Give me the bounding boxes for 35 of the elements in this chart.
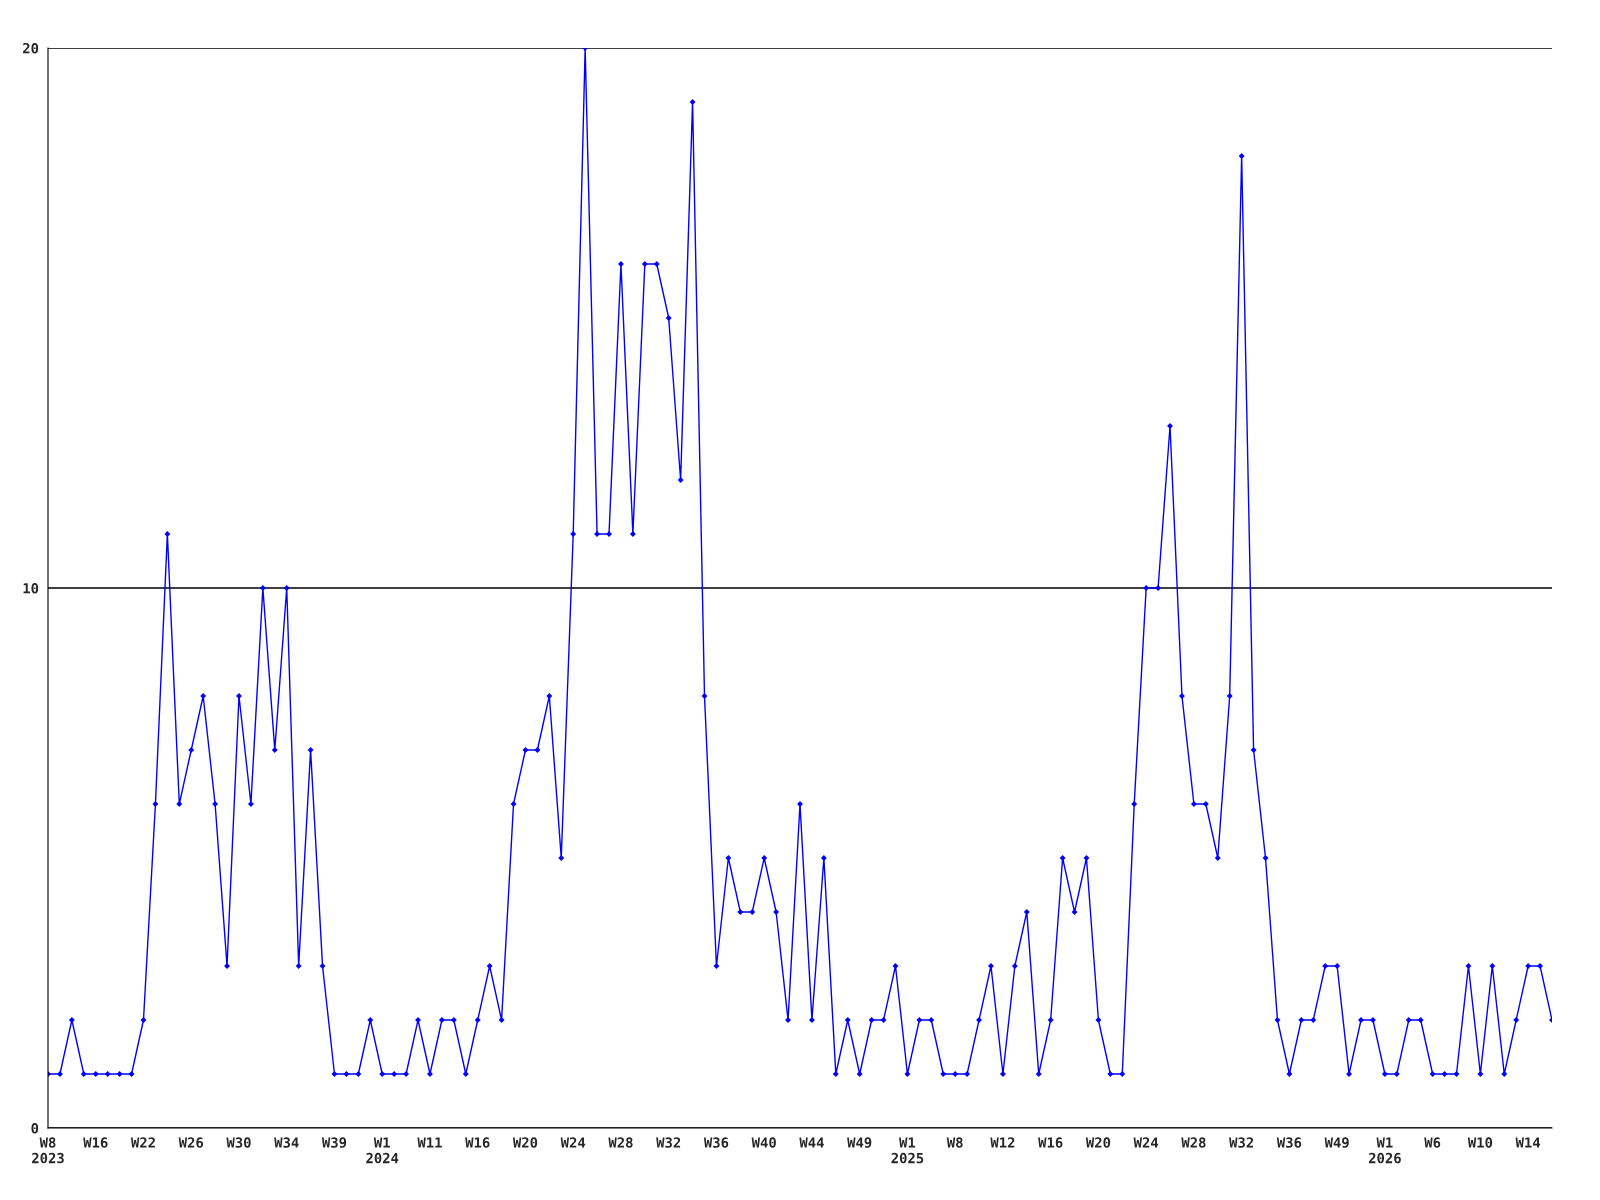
x-tick-label: W14 xyxy=(1515,1137,1541,1148)
x-tick-label: W24 xyxy=(560,1137,586,1148)
x-tick-label: W28 xyxy=(1181,1137,1206,1148)
x-tick-label: W20 xyxy=(1085,1137,1111,1148)
x-tick-label: W32 xyxy=(1229,1137,1254,1148)
x-tick-label: W32 xyxy=(656,1137,681,1148)
y-tick-label: 10 xyxy=(23,582,39,594)
x-tick-label: W26 xyxy=(178,1137,204,1148)
x-tick-label: W36 xyxy=(703,1137,729,1148)
x-tick-label: W8 xyxy=(946,1137,963,1148)
x-tick-label: W40 xyxy=(751,1137,776,1148)
x-tick-label: W16 xyxy=(83,1137,108,1148)
x-tick-label: W49 xyxy=(847,1137,872,1148)
x-tick-label: W30 xyxy=(226,1137,251,1148)
x-tick-label: W6 xyxy=(1424,1137,1441,1148)
x-tick-label: W1 2025 xyxy=(891,1137,924,1164)
x-tick-label: W39 xyxy=(321,1137,347,1148)
x-tick-label: W1 2024 xyxy=(366,1137,399,1164)
x-tick-label: W8 2023 xyxy=(32,1137,64,1164)
x-tick-label: W28 xyxy=(608,1137,633,1148)
x-tick-label: W34 xyxy=(274,1137,299,1148)
x-tick-label: W49 xyxy=(1324,1137,1349,1148)
x-tick-label: W22 xyxy=(130,1137,155,1148)
x-tick-label: W16 xyxy=(465,1137,490,1148)
x-tick-label: W36 xyxy=(1276,1137,1302,1148)
x-tick-label: W1 2026 xyxy=(1368,1137,1401,1164)
x-tick-label: W12 xyxy=(990,1137,1015,1148)
y-tick-label: 0 xyxy=(31,1122,39,1134)
x-tick-label: W10 xyxy=(1467,1137,1493,1148)
y-tick-label: 20 xyxy=(23,42,39,54)
x-tick-label: W44 xyxy=(799,1137,824,1148)
x-tick-label: W24 xyxy=(1133,1137,1159,1148)
x-tick-label: W20 xyxy=(512,1137,538,1148)
x-tick-label: W16 xyxy=(1038,1137,1063,1148)
x-tick-label: W11 xyxy=(417,1137,442,1148)
